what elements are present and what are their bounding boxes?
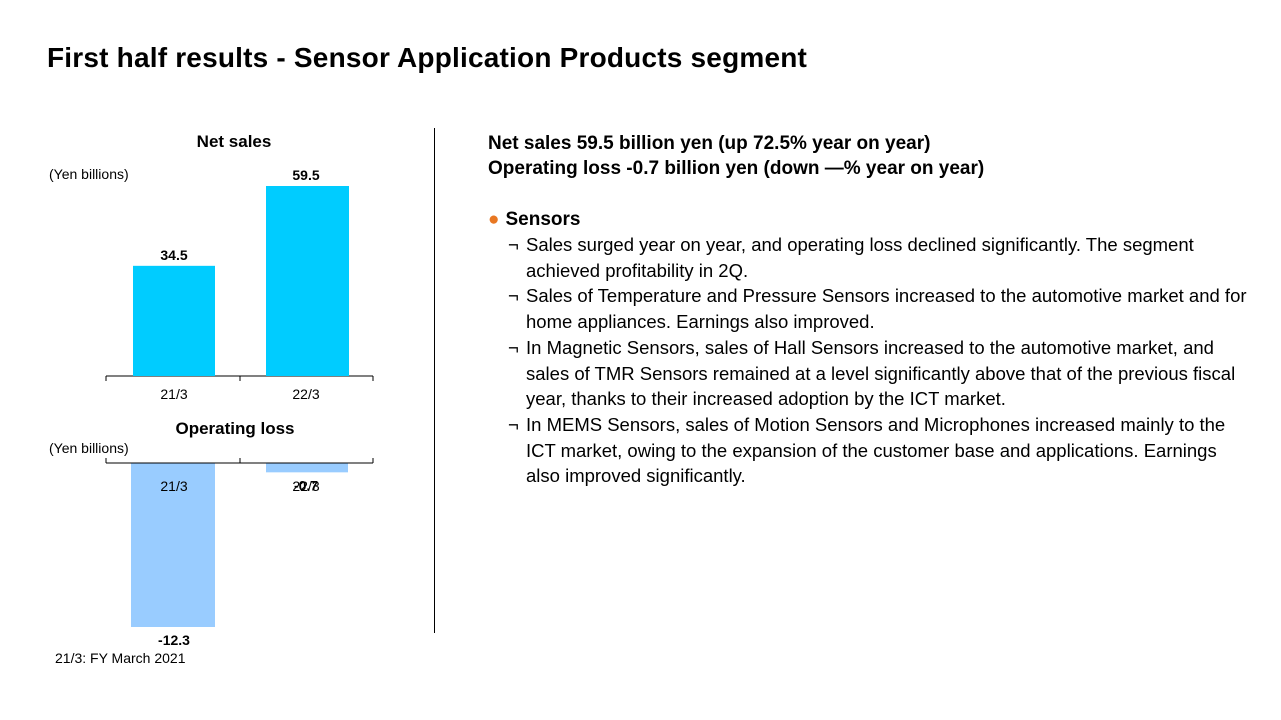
bullet-mark-icon: ¬ <box>508 285 519 307</box>
net-sales-unit-label: (Yen billions) <box>49 166 129 182</box>
operating-loss-data-label: -0.7 <box>294 477 318 493</box>
bullet-mark-icon: ¬ <box>508 336 519 358</box>
section-heading-text: Sensors <box>505 209 581 230</box>
bullet-text: In Magnetic Sensors, sales of Hall Senso… <box>526 336 1236 410</box>
operating-loss-bar <box>131 463 215 627</box>
net-sales-bar <box>266 186 349 376</box>
operating-loss-chart-title: Operating loss <box>175 419 295 438</box>
summary-block: Net sales 59.5 billion yen (up 72.5% yea… <box>488 131 984 181</box>
net-sales-data-label: 59.5 <box>292 167 319 183</box>
net-sales-bar <box>133 265 215 376</box>
bullet-mark-icon: ¬ <box>508 413 519 435</box>
orange-bullet-icon: ● <box>488 209 500 230</box>
summary-net-sales: Net sales 59.5 billion yen (up 72.5% yea… <box>488 133 931 154</box>
list-item: ¬ In Magnetic Sensors, sales of Hall Sen… <box>508 335 1248 412</box>
operating-loss-unit-label: (Yen billions) <box>49 440 129 456</box>
operating-loss-data-label: -12.3 <box>158 632 190 648</box>
bullet-text: In MEMS Sensors, sales of Motion Sensors… <box>526 413 1226 487</box>
vertical-divider <box>434 128 435 633</box>
operating-loss-tick-label: 21/3 <box>160 478 187 494</box>
footnote: 21/3: FY March 2021 <box>55 650 186 666</box>
net-sales-tick-label: 21/3 <box>160 386 187 402</box>
bullet-mark-icon: ¬ <box>508 234 519 255</box>
list-item: ¬ In MEMS Sensors, sales of Motion Senso… <box>508 412 1248 489</box>
net-sales-data-label: 34.5 <box>160 247 187 263</box>
list-item: ¬ Sales surged year on year, and operati… <box>508 232 1248 283</box>
operating-loss-bar <box>266 463 348 473</box>
summary-operating-loss: Operating loss -0.7 billion yen (down —%… <box>488 158 985 179</box>
bullet-list: ¬ Sales surged year on year, and operati… <box>508 232 1248 489</box>
net-sales-tick-label: 22/3 <box>292 386 319 402</box>
bullet-text: Sales of Temperature and Pressure Sensor… <box>526 285 1247 333</box>
list-item: ¬ Sales of Temperature and Pressure Sens… <box>508 283 1248 334</box>
net-sales-chart-title: Net sales <box>196 132 272 151</box>
bullet-text: Sales surged year on year, and operating… <box>526 234 1194 281</box>
charts-canvas: 34.521/359.522/3-12.321/3 -0.722/3 <box>105 167 374 648</box>
page-title: First half results - Sensor Application … <box>47 42 808 73</box>
operating-loss-tick-label: 22/3 <box>292 478 319 494</box>
section-heading: ● Sensors <box>488 207 580 232</box>
